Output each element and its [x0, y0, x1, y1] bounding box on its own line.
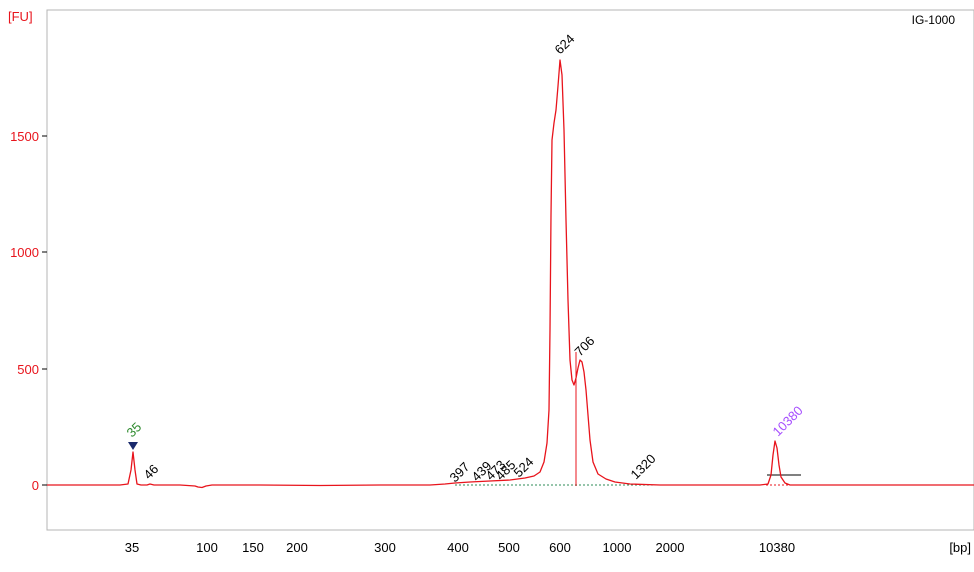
- x-tick-label-100: 100: [196, 540, 218, 555]
- sample-name: IG-1000: [912, 13, 956, 27]
- x-tick-label-200: 200: [286, 540, 308, 555]
- y-ticks: 1500 1000 500 0: [10, 129, 47, 493]
- x-tick-label-2000: 2000: [656, 540, 685, 555]
- peak-label-46: 46: [141, 461, 162, 482]
- peak-label-624: 624: [552, 31, 578, 57]
- x-tick-label-150: 150: [242, 540, 264, 555]
- peak-labels: 35 46 397 439 473 485 524 624 706 1320 1…: [124, 31, 806, 485]
- x-tick-label-300: 300: [374, 540, 396, 555]
- peak-label-1320: 1320: [628, 451, 659, 482]
- x-tick-label-35: 35: [125, 540, 139, 555]
- y-tick-label-1500: 1500: [10, 129, 39, 144]
- peak-label-35: 35: [124, 419, 145, 440]
- plot-frame: [46, 9, 974, 531]
- y-tick-label-0: 0: [32, 478, 39, 493]
- x-tick-label-500: 500: [498, 540, 520, 555]
- peak-label-10380: 10380: [770, 403, 806, 439]
- electropherogram-trace: [47, 59, 974, 489]
- x-tick-label-600: 600: [549, 540, 571, 555]
- x-ticks: 35 100 150 200 300 400 500 600 1000 2000…: [125, 540, 795, 555]
- lower-marker-triangle-icon: [128, 442, 138, 450]
- y-tick-label-500: 500: [17, 362, 39, 377]
- peak-label-706: 706: [572, 333, 598, 359]
- x-tick-label-10380: 10380: [759, 540, 795, 555]
- y-axis-title: [FU]: [8, 9, 33, 24]
- y-tick-label-1000: 1000: [10, 245, 39, 260]
- x-tick-label-400: 400: [447, 540, 469, 555]
- x-axis-title: [bp]: [949, 540, 971, 555]
- x-tick-label-1000: 1000: [603, 540, 632, 555]
